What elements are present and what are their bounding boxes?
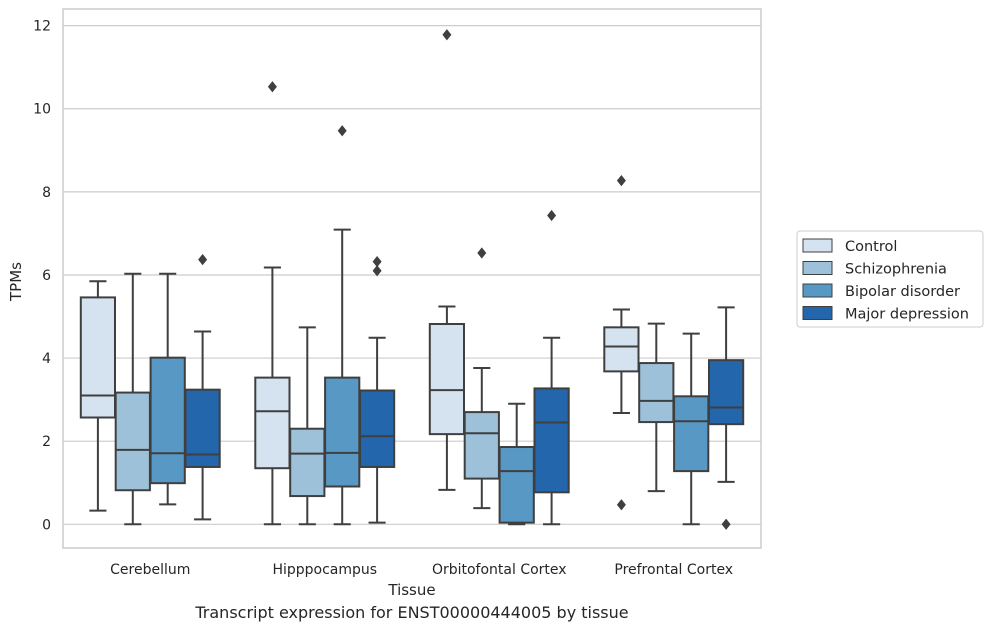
chart-caption: Transcript expression for ENST0000044400… bbox=[195, 603, 629, 622]
box bbox=[463, 411, 500, 480]
outlier-point bbox=[442, 29, 452, 41]
legend: Control Schizophrenia Bipolar disorder Majo… bbox=[796, 230, 984, 328]
x-tick-label: Cerebellum bbox=[110, 562, 190, 578]
box bbox=[324, 376, 361, 488]
outlier-point bbox=[372, 265, 382, 277]
outlier-point bbox=[267, 81, 277, 93]
outlier-point bbox=[337, 125, 347, 137]
outlier-point bbox=[616, 499, 626, 511]
box bbox=[533, 387, 570, 494]
legend-swatch bbox=[802, 306, 833, 320]
outlier-point bbox=[547, 209, 557, 222]
x-tick-label: Hipppocampus bbox=[272, 562, 377, 578]
outlier-point bbox=[616, 175, 626, 187]
box bbox=[358, 389, 396, 468]
y-tick-label: 12 bbox=[33, 19, 51, 35]
box bbox=[638, 362, 675, 424]
box-group bbox=[707, 306, 745, 530]
box bbox=[289, 427, 326, 498]
x-tick-label: Prefrontal Cortex bbox=[614, 562, 733, 578]
y-tick-label: 8 bbox=[42, 185, 51, 201]
box-group bbox=[673, 332, 710, 526]
box bbox=[428, 323, 466, 436]
box-group bbox=[79, 280, 117, 512]
y-tick-label: 2 bbox=[42, 434, 51, 450]
y-tick-label: 0 bbox=[42, 517, 51, 533]
box-group bbox=[603, 175, 640, 511]
box-group bbox=[114, 272, 151, 526]
legend-label: Major depression bbox=[845, 307, 969, 323]
outlier-point bbox=[198, 253, 208, 266]
legend-swatch bbox=[802, 283, 833, 298]
legend-label: Control bbox=[845, 239, 897, 255]
box bbox=[79, 296, 117, 419]
x-axis-label: Tissue bbox=[387, 581, 435, 599]
box bbox=[498, 446, 535, 524]
box bbox=[673, 395, 710, 473]
box-group bbox=[254, 81, 291, 526]
box bbox=[149, 356, 186, 485]
box-group bbox=[533, 209, 570, 526]
box-group bbox=[358, 256, 396, 524]
box bbox=[114, 391, 151, 492]
box-group bbox=[463, 247, 500, 510]
box-group bbox=[638, 322, 675, 493]
outlier-point bbox=[372, 256, 382, 268]
box-group bbox=[149, 272, 186, 506]
legend-label: Schizophrenia bbox=[845, 262, 947, 278]
outlier-point bbox=[721, 518, 731, 530]
box-group bbox=[428, 29, 466, 491]
box-group bbox=[289, 326, 326, 526]
legend-frame bbox=[796, 230, 984, 328]
legend-label: Bipolar disorder bbox=[845, 284, 960, 300]
box-group bbox=[184, 253, 221, 521]
y-tick-label: 10 bbox=[33, 102, 51, 118]
legend-swatch bbox=[802, 261, 833, 275]
box bbox=[707, 359, 745, 426]
y-tick-label: 6 bbox=[42, 268, 51, 284]
y-axis-label: TPMs bbox=[7, 262, 25, 302]
outlier-point bbox=[477, 247, 487, 259]
box-group bbox=[498, 402, 535, 526]
plot-frame bbox=[62, 8, 762, 549]
y-tick-label: 4 bbox=[42, 351, 51, 367]
box bbox=[603, 326, 640, 373]
legend-swatch bbox=[802, 238, 833, 253]
x-tick-label: Orbitofontal Cortex bbox=[432, 562, 567, 578]
box bbox=[254, 376, 291, 470]
